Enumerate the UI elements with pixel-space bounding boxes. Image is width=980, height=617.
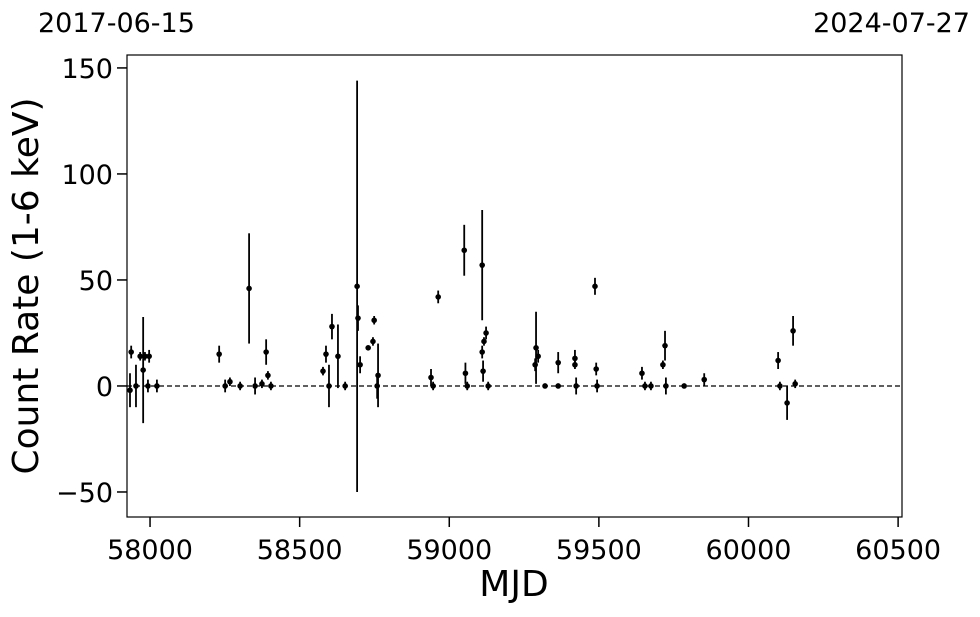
data-point: [592, 283, 598, 290]
data-point: [639, 370, 645, 377]
data-point: [137, 353, 143, 360]
data-point: [216, 351, 222, 357]
data-point: [479, 349, 485, 355]
data-point: [481, 338, 487, 345]
data-point: [462, 370, 469, 377]
data-point: [146, 353, 152, 360]
x-tick-label: 58000: [107, 535, 193, 566]
data-point: [428, 374, 434, 381]
data-point: [572, 355, 578, 362]
data-point: [354, 283, 360, 290]
data-point: [792, 381, 798, 387]
data-point: [370, 338, 376, 345]
data-point: [142, 353, 148, 360]
data-point: [342, 383, 348, 389]
data-point: [140, 367, 146, 373]
y-tick-label: −50: [56, 478, 113, 509]
data-point: [662, 342, 668, 349]
data-point: [542, 383, 548, 389]
y-tick-label: 0: [96, 372, 113, 403]
data-point: [329, 323, 335, 330]
y-tick-label: 150: [61, 54, 113, 85]
data-point: [365, 345, 371, 351]
data-point: [371, 317, 377, 324]
data-point: [259, 381, 265, 387]
data-point: [246, 285, 252, 292]
data-point: [480, 368, 486, 374]
data-point: [435, 294, 441, 300]
data-point: [320, 368, 326, 374]
y-tick-label: 50: [79, 266, 113, 297]
data-point: [430, 383, 436, 389]
data-point: [357, 361, 363, 368]
data-point: [593, 366, 599, 372]
data-point: [533, 345, 539, 351]
data-point: [263, 349, 269, 355]
data-point: [660, 361, 666, 368]
data-point: [594, 383, 600, 389]
top-right-label: 2024-07-27: [813, 8, 970, 39]
data-point: [127, 387, 133, 394]
data-point: [145, 383, 151, 389]
data-point: [555, 383, 561, 389]
x-tick-label: 60000: [706, 535, 792, 566]
data-point: [573, 383, 579, 389]
data-point: [227, 378, 233, 385]
data-point: [535, 353, 541, 360]
data-point: [128, 349, 134, 355]
data-point: [701, 376, 708, 383]
data-point: [133, 383, 139, 389]
data-point: [222, 383, 228, 389]
x-tick-label: 59500: [556, 535, 642, 566]
data-point: [326, 383, 332, 389]
data-point: [355, 315, 361, 321]
data-point: [265, 372, 271, 379]
data-point: [483, 330, 489, 336]
data-point: [461, 247, 468, 254]
data-point: [485, 383, 491, 389]
y-axis-label: Count Rate (1-6 keV): [6, 97, 47, 474]
x-tick-label: 60500: [855, 535, 941, 566]
x-axis-label: MJD: [479, 564, 548, 605]
data-point: [154, 383, 160, 389]
data-point: [555, 359, 561, 366]
data-point: [252, 383, 258, 389]
y-tick-label: 100: [61, 160, 113, 191]
data-point: [375, 372, 381, 379]
data-point: [648, 383, 654, 389]
data-point: [479, 262, 485, 268]
data-point: [642, 383, 648, 389]
data-point: [681, 383, 687, 389]
data-point: [790, 328, 796, 334]
data-point: [268, 383, 274, 389]
data-point: [237, 383, 243, 389]
x-tick-label: 58500: [257, 535, 343, 566]
data-point: [335, 353, 341, 360]
data-point: [777, 383, 783, 389]
data-point: [775, 357, 781, 364]
data-point: [464, 383, 471, 389]
data-point: [663, 383, 669, 389]
x-tick-label: 59000: [406, 535, 492, 566]
top-left-label: 2017-06-15: [38, 8, 195, 39]
data-point: [572, 361, 578, 368]
data-point: [323, 351, 329, 357]
data-point: [784, 400, 790, 406]
plot-frame: [126, 54, 903, 518]
